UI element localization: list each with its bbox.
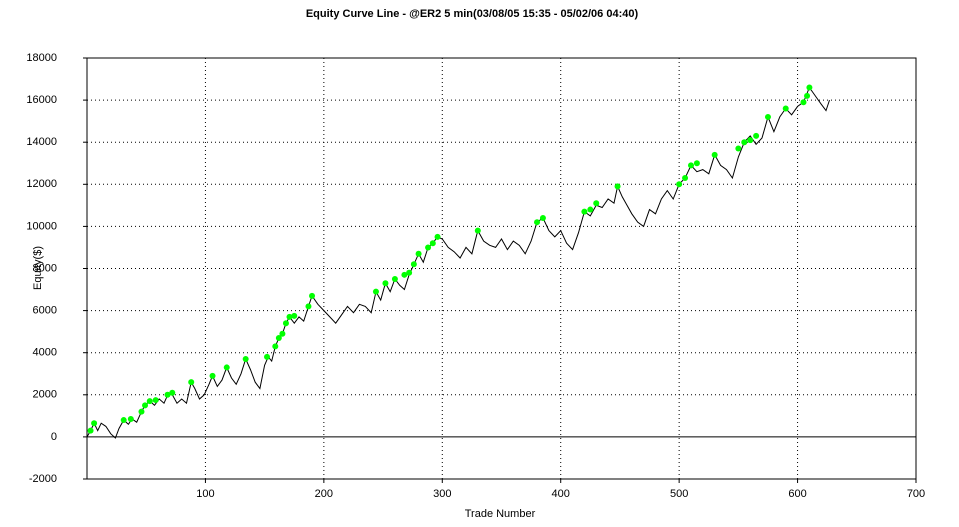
new-high-marker bbox=[127, 416, 134, 423]
new-high-marker bbox=[753, 132, 760, 139]
new-high-marker bbox=[735, 145, 742, 152]
new-high-marker bbox=[429, 240, 436, 247]
chart-title: Equity Curve Line - @ER2 5 min(03/08/05 … bbox=[306, 8, 639, 20]
new-high-marker bbox=[272, 343, 279, 350]
new-high-marker bbox=[804, 92, 811, 99]
new-high-marker bbox=[188, 379, 195, 386]
new-high-marker bbox=[282, 320, 289, 327]
y-tick-label: 0 bbox=[51, 431, 57, 443]
new-high-marker bbox=[305, 303, 312, 310]
new-high-marker bbox=[800, 99, 807, 106]
x-tick-label: 400 bbox=[552, 488, 570, 500]
y-tick-label: 18000 bbox=[26, 52, 57, 64]
new-high-marker bbox=[146, 398, 153, 405]
new-high-marker bbox=[474, 227, 481, 234]
x-axis-label: Trade Number bbox=[465, 508, 536, 520]
new-high-marker bbox=[406, 269, 413, 276]
new-high-marker bbox=[747, 137, 754, 144]
x-tick-label: 100 bbox=[196, 488, 214, 500]
new-high-marker bbox=[286, 313, 293, 320]
new-high-marker bbox=[534, 219, 541, 226]
new-high-marker bbox=[275, 334, 282, 341]
new-high-marker bbox=[372, 288, 379, 295]
y-tick-label: 14000 bbox=[26, 136, 57, 148]
new-high-marker bbox=[682, 174, 689, 181]
new-high-marker bbox=[587, 206, 594, 213]
new-high-marker bbox=[382, 280, 389, 287]
new-high-marker bbox=[391, 276, 398, 283]
x-tick-label: 500 bbox=[670, 488, 688, 500]
new-high-marker bbox=[264, 353, 271, 360]
new-high-marker bbox=[806, 84, 813, 91]
y-tick-label: 4000 bbox=[33, 347, 57, 359]
y-tick-label: 12000 bbox=[26, 178, 57, 190]
new-high-marker bbox=[138, 408, 145, 415]
y-tick-label: 2000 bbox=[33, 389, 57, 401]
x-tick-label: 600 bbox=[788, 488, 806, 500]
new-high-marker bbox=[687, 162, 694, 169]
new-high-marker bbox=[152, 397, 159, 404]
y-tick-label: 6000 bbox=[33, 305, 57, 317]
new-high-marker bbox=[410, 261, 417, 268]
new-high-marker bbox=[169, 389, 176, 396]
y-tick-label: 16000 bbox=[26, 94, 57, 106]
new-high-marker bbox=[309, 292, 316, 299]
new-high-marker bbox=[693, 160, 700, 167]
new-high-marker bbox=[279, 330, 286, 337]
new-high-marker bbox=[142, 402, 149, 409]
new-high-marker bbox=[242, 356, 249, 363]
new-high-marker bbox=[434, 233, 441, 240]
new-high-marker bbox=[209, 372, 216, 379]
x-tick-label: 300 bbox=[433, 488, 451, 500]
new-high-marker bbox=[120, 417, 127, 424]
new-high-marker bbox=[91, 420, 98, 427]
new-high-marker bbox=[87, 427, 94, 434]
new-high-marker bbox=[539, 214, 546, 221]
new-high-marker bbox=[291, 312, 298, 319]
new-high-marker bbox=[593, 200, 600, 207]
new-high-marker bbox=[425, 244, 432, 251]
new-high-marker bbox=[741, 139, 748, 146]
x-tick-label: 200 bbox=[315, 488, 333, 500]
y-tick-label: -2000 bbox=[29, 473, 57, 485]
x-tick-label: 700 bbox=[907, 488, 925, 500]
y-tick-label: 10000 bbox=[26, 220, 57, 232]
new-high-marker bbox=[415, 250, 422, 257]
y-axis-label: Equity($) bbox=[32, 246, 44, 290]
new-high-marker bbox=[614, 183, 621, 190]
new-high-marker bbox=[401, 271, 408, 278]
new-high-marker bbox=[782, 105, 789, 112]
new-high-marker bbox=[164, 391, 171, 398]
new-high-marker bbox=[711, 151, 718, 158]
y-tick-label: 8000 bbox=[33, 262, 57, 274]
new-high-marker bbox=[676, 181, 683, 188]
new-high-marker bbox=[223, 364, 230, 371]
new-high-marker bbox=[764, 113, 771, 120]
new-high-marker bbox=[581, 208, 588, 215]
